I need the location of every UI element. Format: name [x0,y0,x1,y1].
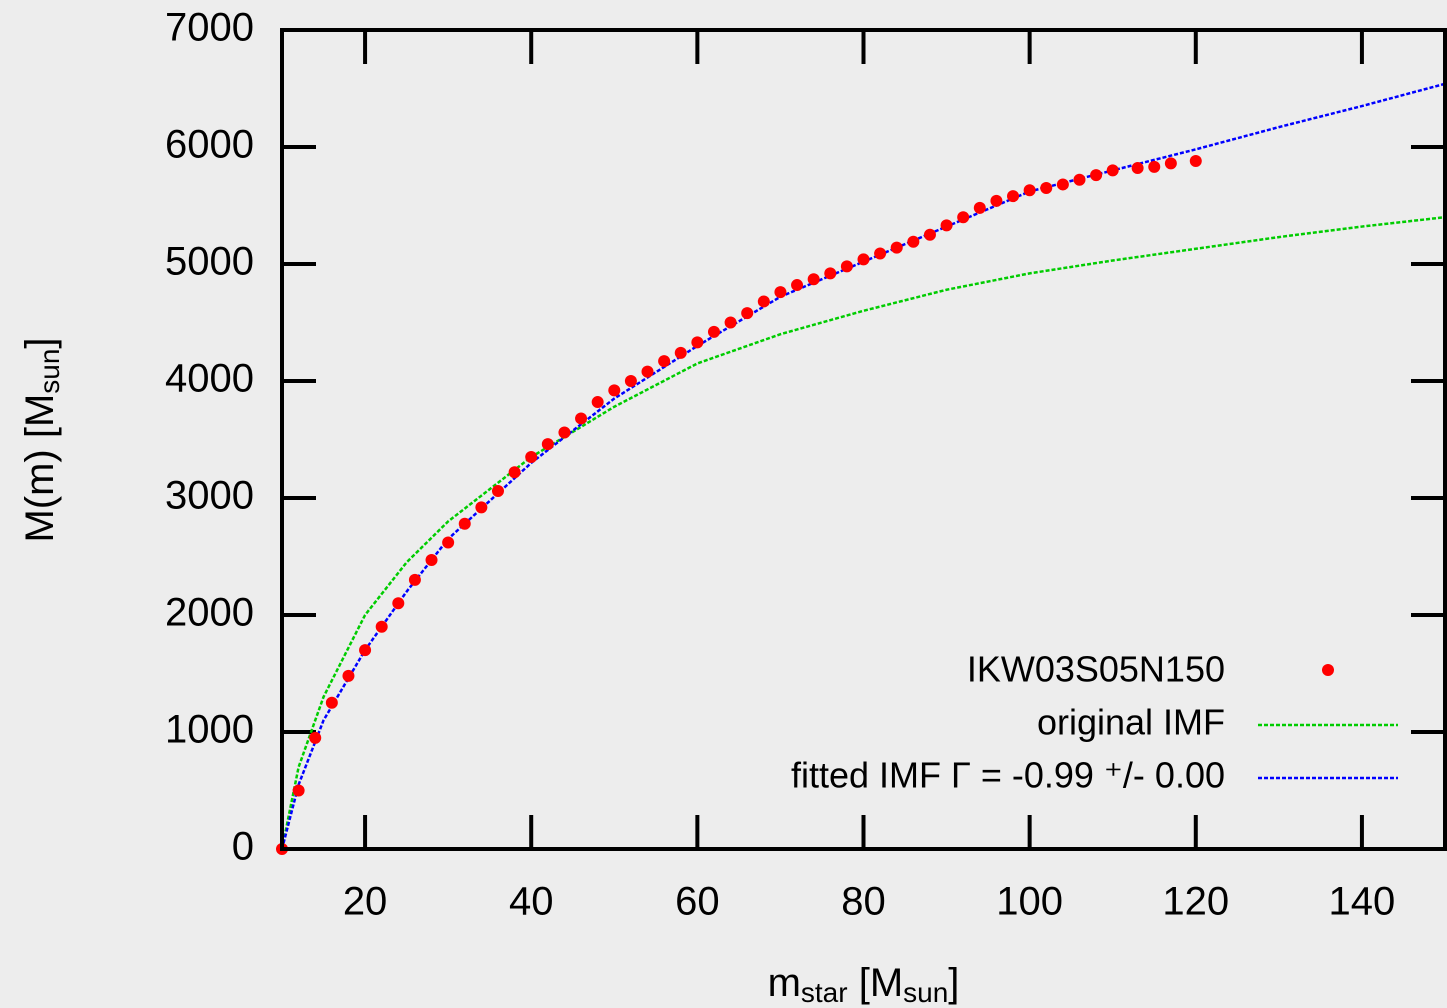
data-point [541,438,554,451]
data-point [990,194,1003,207]
legend-label: original IMF [1037,702,1225,743]
data-point [874,247,887,260]
data-point [558,426,571,439]
data-point [342,669,355,682]
y-axis-label: M(m) [Msun] [18,337,66,542]
data-point [890,241,903,254]
data-point [442,536,455,549]
legend-label: IKW03S05N150 [967,649,1225,690]
y-tick-label: 1000 [165,708,254,752]
y-tick-label: 2000 [165,591,254,635]
data-point [774,286,787,299]
x-axis-label: mstar [Msun] [768,961,960,1008]
data-point [707,325,720,338]
y-tick-label: 4000 [165,357,254,401]
data-point [591,396,604,409]
series-line [280,215,1446,850]
data-point [940,219,953,232]
y-tick-label: 3000 [165,474,254,518]
y-axis-label-part: sun [34,349,65,394]
x-axis-label-part: ] [948,961,959,1005]
data-point [325,696,338,709]
data-point [1148,160,1161,173]
data-point [957,211,970,224]
x-axis-label-part: star [801,977,848,1008]
data-point [608,384,621,397]
x-axis-label-part: m [768,961,801,1005]
data-point [1106,164,1119,177]
data-point [824,267,837,280]
x-tick-label: 60 [675,880,720,924]
data-point [392,597,405,610]
data-point [309,731,322,744]
data-point [525,451,538,464]
x-tick-label: 120 [1162,880,1229,924]
y-axis-label-part: ] [18,337,62,348]
legend-marker [1322,664,1334,676]
series-line [280,82,1446,850]
y-tick-label: 7000 [165,6,254,50]
y-axis-label-part: M(m) [M [18,394,62,543]
data-point [1073,173,1086,186]
x-tick-label: 40 [509,880,554,924]
data-point [375,620,388,633]
x-axis-label-part: sun [903,977,948,1008]
data-point [724,316,737,329]
data-point [475,501,488,514]
data-point [1056,178,1069,191]
y-tick-label: 5000 [165,240,254,284]
data-point [1023,184,1036,197]
data-point [425,554,438,567]
data-point [458,517,471,530]
data-point [1131,162,1144,175]
data-point [973,201,986,214]
y-tick-label: 0 [232,825,254,869]
legend-label: fitted IMF Γ = -0.99 ⁺/- 0.00 [791,755,1225,796]
data-point [691,336,704,349]
data-point [1189,155,1202,168]
data-point [840,260,853,273]
data-point [641,365,654,378]
x-tick-label: 100 [996,880,1063,924]
data-point [807,273,820,286]
plot-frame [280,28,1447,851]
data-point [907,235,920,248]
data-point [674,346,687,359]
data-point [757,295,770,308]
data-point [857,253,870,266]
data-point [292,784,305,797]
data-point [1040,181,1053,194]
x-tick-label: 20 [343,880,388,924]
data-point [791,279,804,292]
data-point [491,484,504,497]
x-tick-label: 140 [1329,880,1396,924]
x-tick-label: 80 [841,880,886,924]
y-tick-label: 6000 [165,123,254,167]
data-point [1007,190,1020,203]
data-point [1090,169,1103,182]
data-point [408,573,421,586]
data-point [508,466,521,479]
data-point [1164,157,1177,170]
data-point [359,644,372,657]
data-point [575,412,588,425]
data-point [923,228,936,241]
data-point [658,355,671,368]
data-point [741,307,754,320]
x-axis-label-part: [M [848,961,904,1005]
data-point [624,375,637,387]
